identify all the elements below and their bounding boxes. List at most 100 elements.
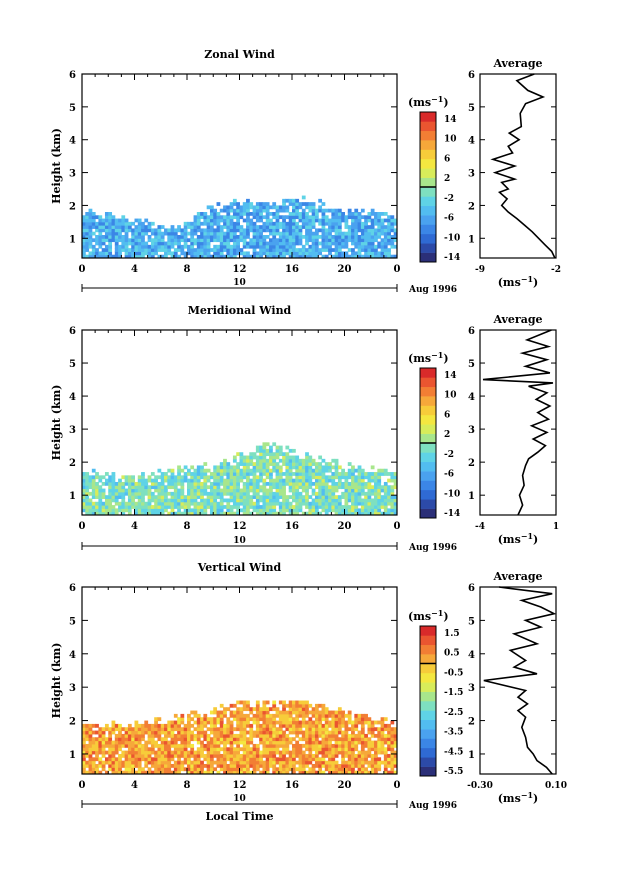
heatmap-cell <box>219 495 224 499</box>
heatmap-cell <box>295 202 300 206</box>
heatmap-cell <box>144 760 149 765</box>
heatmap-cell <box>367 501 372 506</box>
heatmap-cell <box>219 465 224 470</box>
heatmap-cell <box>295 488 300 493</box>
heatmap-cell <box>160 723 165 728</box>
heatmap-cell <box>246 215 250 220</box>
heatmap-cell <box>370 475 375 480</box>
heatmap-cell <box>187 511 191 516</box>
heatmap-cell <box>229 205 234 210</box>
heatmap-cell <box>308 235 313 239</box>
heatmap-cell <box>252 205 257 210</box>
heatmap-cell <box>282 710 286 715</box>
heatmap-cell <box>324 733 329 738</box>
heatmap-cell <box>321 468 326 473</box>
heatmap-cell <box>265 465 270 470</box>
heatmap-cell <box>177 747 181 752</box>
heatmap-cell <box>295 205 300 210</box>
heatmap-cell <box>360 488 365 493</box>
heatmap-cell <box>95 221 99 226</box>
heatmap-cell <box>193 501 198 506</box>
heatmap-cell <box>232 478 237 483</box>
heatmap-cell <box>236 244 240 249</box>
heatmap-cell <box>288 248 293 252</box>
heatmap-cell <box>98 475 103 480</box>
heatmap-cell <box>314 491 319 496</box>
heatmap-cell <box>252 225 257 229</box>
heatmap-cell <box>305 472 309 476</box>
heatmap-cell <box>134 730 139 735</box>
heatmap-cell <box>321 717 326 722</box>
heatmap-cell <box>285 241 290 246</box>
heatmap-cell <box>295 717 300 722</box>
heatmap-cell <box>364 770 368 775</box>
heatmap-cell <box>118 488 122 493</box>
heatmap-cell <box>331 485 336 490</box>
heatmap-cell <box>177 501 181 506</box>
heatmap-cell <box>111 478 116 483</box>
heatmap-cell <box>354 208 359 213</box>
heatmap-cell <box>249 202 254 206</box>
heatmap-cell <box>285 472 290 476</box>
heatmap-cell <box>232 737 237 742</box>
heatmap-cell <box>88 723 93 728</box>
heatmap-cell <box>131 238 135 243</box>
heatmap-cell <box>278 710 283 715</box>
heatmap-cell <box>292 770 296 775</box>
heatmap-cell <box>390 228 395 233</box>
heatmap-cell <box>160 727 165 732</box>
heatmap-cell <box>242 757 247 762</box>
heatmap-cell <box>246 468 250 473</box>
heatmap-cell <box>383 727 388 732</box>
heatmap-cell <box>331 730 336 735</box>
heatmap-cell <box>177 244 181 249</box>
heatmap-cell <box>367 495 372 499</box>
heatmap-cell <box>246 202 250 206</box>
heatmap-cell <box>377 212 382 216</box>
heatmap-cell <box>328 221 332 226</box>
heatmap-cell <box>121 491 126 496</box>
heatmap-cell <box>200 238 204 243</box>
heatmap-cell <box>344 215 349 220</box>
heatmap-cell <box>282 501 286 506</box>
heatmap-cell <box>232 225 237 229</box>
heatmap-cell <box>314 743 319 748</box>
heatmap-cell <box>301 248 306 252</box>
heatmap-cell <box>219 462 224 466</box>
heatmap-cell <box>101 760 106 765</box>
heatmap-cell <box>101 254 106 259</box>
heatmap-cell <box>292 244 296 249</box>
heatmap-cell <box>167 505 172 509</box>
heatmap-cell <box>314 212 319 216</box>
heatmap-cell <box>190 244 195 249</box>
heatmap-cell <box>278 760 283 765</box>
heatmap-cell <box>262 747 267 752</box>
heatmap-cell <box>298 713 303 718</box>
heatmap-cell <box>318 462 323 466</box>
heatmap-cell <box>239 458 244 463</box>
heatmap-cell <box>232 713 237 718</box>
heatmap-cell <box>85 730 90 735</box>
heatmap-cell <box>164 488 168 493</box>
heatmap-cell <box>183 508 188 513</box>
heatmap-cell <box>196 468 201 473</box>
heatmap-cell <box>111 488 116 493</box>
heatmap-cell <box>367 727 372 732</box>
heatmap-cell <box>141 723 145 728</box>
heatmap-cell <box>88 760 93 765</box>
heatmap-cell <box>167 511 172 516</box>
heatmap-cell <box>121 743 126 748</box>
heatmap-cell <box>354 740 359 745</box>
heatmap-cell <box>380 750 385 755</box>
heatmap-cell <box>141 248 145 252</box>
heatmap-cell <box>134 747 139 752</box>
heatmap-cell <box>196 727 201 732</box>
heatmap-cell <box>292 750 296 755</box>
heatmap-cell <box>127 228 132 233</box>
heatmap-cell <box>285 458 290 463</box>
heatmap-cell <box>285 508 290 513</box>
heatmap-cell <box>219 475 224 480</box>
heatmap-cell <box>232 485 237 490</box>
heatmap-cell <box>269 488 273 493</box>
heatmap-cell <box>232 472 237 476</box>
